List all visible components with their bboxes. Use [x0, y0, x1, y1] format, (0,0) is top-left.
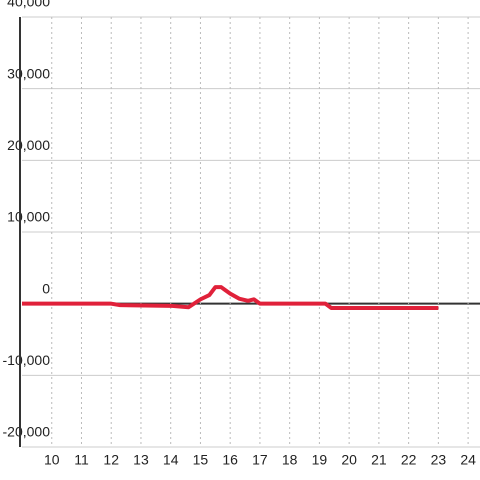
x-tick-label: 15 [193, 452, 209, 468]
x-tick-label: 10 [44, 452, 60, 468]
x-tick-label: 16 [222, 452, 238, 468]
x-tick-label: 24 [460, 452, 476, 468]
y-tick-label: 0 [42, 280, 50, 296]
y-tick-label: 40,000 [7, 0, 50, 10]
y-tick-label: 10,000 [7, 209, 50, 225]
x-tick-label: 22 [401, 452, 417, 468]
y-tick-label: 20,000 [7, 137, 50, 153]
y-tick-label: -10,000 [3, 352, 51, 368]
x-tick-label: 21 [371, 452, 387, 468]
x-tick-label: 23 [431, 452, 447, 468]
x-tick-label: 12 [103, 452, 119, 468]
x-tick-label: 11 [74, 452, 89, 468]
x-tick-label: 19 [312, 452, 328, 468]
x-tick-label: 18 [282, 452, 298, 468]
y-tick-label: 30,000 [7, 65, 50, 81]
x-tick-label: 13 [133, 452, 149, 468]
x-tick-label: 20 [341, 452, 357, 468]
data-line [22, 285, 439, 310]
x-tick-label: 17 [252, 452, 268, 468]
y-tick-label: -20,000 [3, 424, 51, 440]
x-tick-label: 14 [163, 452, 179, 468]
